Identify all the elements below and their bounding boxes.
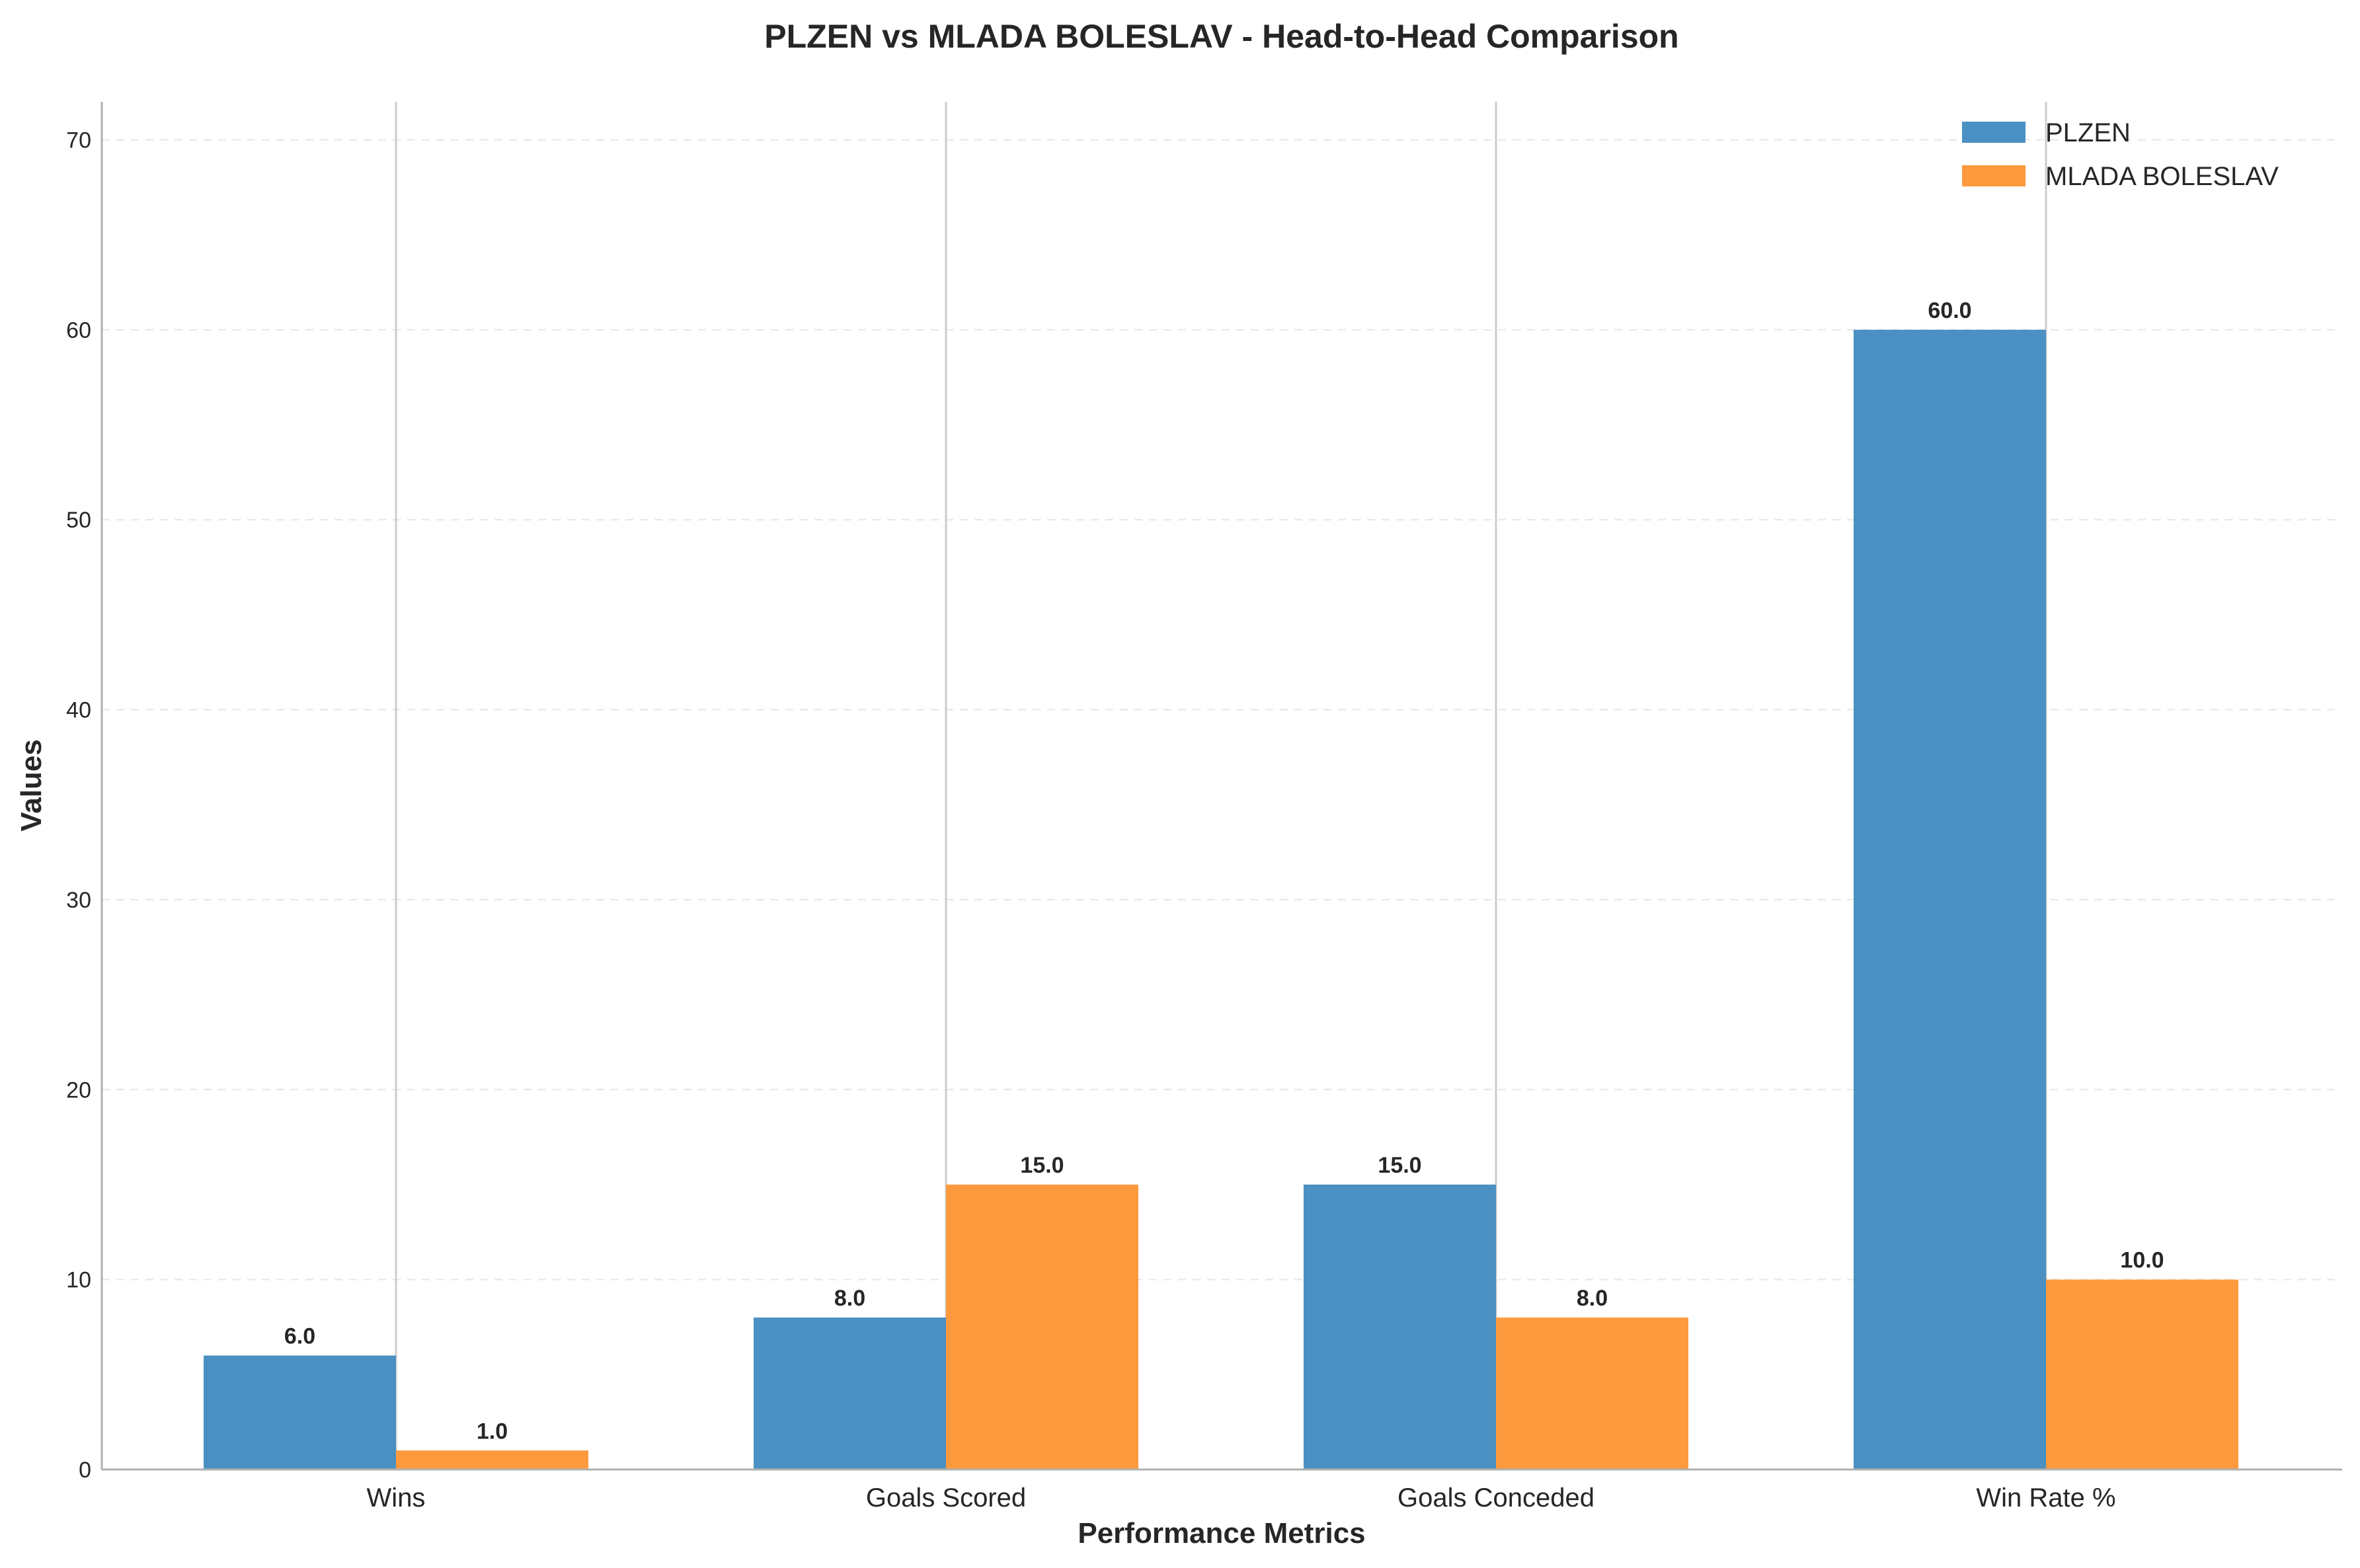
x-tick-label: Goals Conceded (1397, 1483, 1594, 1512)
y-tick-labels: 0 10 20 30 40 50 60 70 (66, 128, 91, 1483)
bar-series-2 (946, 1184, 1138, 1470)
bar-series-1 (1304, 1184, 1496, 1470)
bars (204, 329, 2238, 1470)
bar-value-label: 15.0 (1378, 1153, 1421, 1178)
bar-series-2 (2046, 1279, 2238, 1470)
y-tick-label: 20 (66, 1078, 91, 1103)
legend-swatch (1962, 122, 2026, 143)
bar-value-label: 10.0 (2120, 1248, 2164, 1273)
y-axis-label: Values (15, 739, 48, 831)
x-tick-labels: Wins Goals Scored Goals Conceded Win Rate % (367, 1483, 2116, 1512)
category-guide-lines (395, 102, 2047, 1470)
x-axis-label: Performance Metrics (1078, 1517, 1365, 1549)
y-tick-label: 10 (66, 1268, 91, 1293)
bar-value-label: 8.0 (1577, 1286, 1608, 1311)
x-tick-label: Wins (367, 1483, 426, 1512)
chart-title: PLZEN vs MLADA BOLESLAV - Head-to-Head C… (764, 18, 1678, 55)
bar-value-label: 1.0 (477, 1419, 508, 1444)
bar-series-1 (204, 1355, 396, 1470)
legend-label: MLADA BOLESLAV (2045, 162, 2279, 191)
y-tick-label: 60 (66, 318, 91, 343)
bar-series-1 (1854, 329, 2046, 1470)
bar-value-label: 15.0 (1020, 1153, 1064, 1178)
bar-series-1 (754, 1317, 946, 1470)
bar-series-2 (1496, 1317, 1688, 1470)
legend-swatch (1962, 165, 2026, 186)
bar-series-2 (396, 1450, 588, 1470)
y-tick-label: 50 (66, 508, 91, 533)
bar-value-label: 8.0 (834, 1286, 865, 1311)
x-tick-label: Goals Scored (866, 1483, 1026, 1512)
legend: PLZEN MLADA BOLESLAV (1962, 118, 2279, 191)
bar-value-label: 6.0 (284, 1324, 315, 1349)
y-tick-label: 40 (66, 698, 91, 723)
bar-value-label: 60.0 (1928, 298, 1971, 323)
x-tick-label: Win Rate % (1976, 1483, 2115, 1512)
value-labels: 6.0 8.0 15.0 60.0 1.0 15.0 8.0 10.0 (284, 298, 2164, 1444)
y-tick-label: 0 (79, 1458, 91, 1483)
legend-label: PLZEN (2045, 118, 2131, 147)
y-tick-label: 30 (66, 888, 91, 913)
y-tick-label: 70 (66, 128, 91, 153)
